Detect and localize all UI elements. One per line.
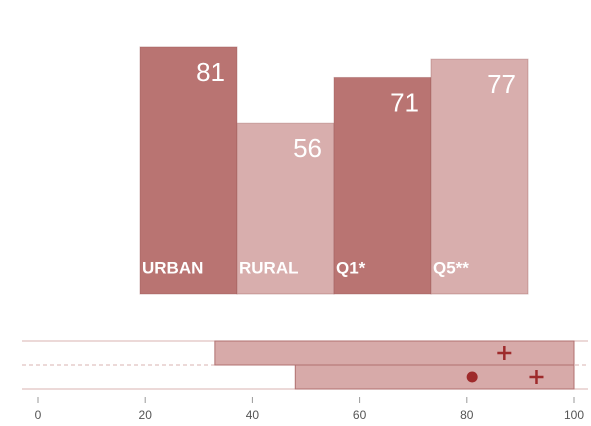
category-label: URBAN	[142, 258, 203, 277]
value-label: 56	[293, 133, 322, 163]
dot-marker	[466, 371, 478, 383]
bar	[333, 76, 432, 295]
x-tick-label: 40	[246, 408, 260, 422]
category-label: RURAL	[239, 258, 299, 277]
value-label: 71	[390, 87, 419, 117]
value-label: 81	[196, 57, 225, 87]
x-tick-label: 0	[35, 408, 42, 422]
x-tick-label: 60	[353, 408, 367, 422]
value-label: 77	[487, 69, 516, 99]
category-label: Q1*	[336, 258, 366, 277]
plus-marker	[529, 370, 544, 384]
x-tick-label: 20	[139, 408, 153, 422]
bar	[430, 58, 529, 295]
bar	[236, 122, 335, 295]
range-bar	[294, 364, 575, 390]
bar	[139, 46, 238, 295]
x-tick-label: 80	[460, 408, 474, 422]
x-tick-label: 100	[564, 408, 584, 422]
range-bar	[214, 340, 575, 366]
category-label: Q5**	[433, 258, 469, 277]
plus-marker	[497, 346, 512, 360]
